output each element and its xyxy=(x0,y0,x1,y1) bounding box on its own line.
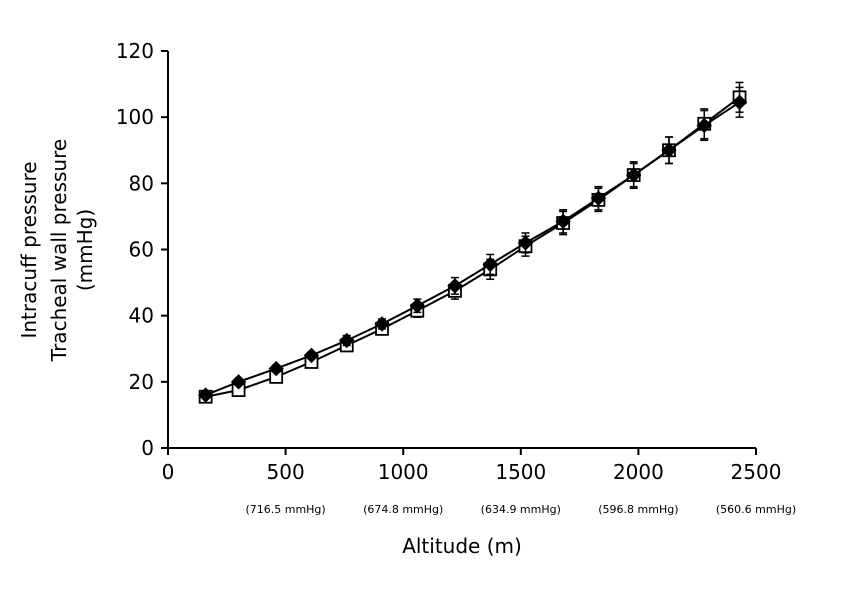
x-tick-label: 2500 xyxy=(731,460,782,484)
x-tick-label: 0 xyxy=(162,460,175,484)
series-open-square xyxy=(198,81,747,404)
data-point-diamond xyxy=(696,117,712,134)
x-axis-ticks: 0 500 1000 1500 2000 2500 xyxy=(162,448,782,484)
data-point-diamond xyxy=(409,298,426,314)
data-point-diamond xyxy=(303,347,320,364)
data-point-diamond xyxy=(590,190,607,206)
x-tick-label: 2000 xyxy=(613,460,664,484)
axes xyxy=(167,51,756,449)
series-line xyxy=(205,101,741,396)
data-point-diamond xyxy=(517,235,534,251)
y-axis-title-line-2: Tracheal wall pressure xyxy=(47,139,71,362)
x-tick-label: 1500 xyxy=(495,460,546,484)
data-point-diamond xyxy=(230,374,247,390)
x-pressure-label: (596.8 mmHg) xyxy=(598,503,678,516)
x-pressure-label: (560.6 mmHg) xyxy=(716,503,796,516)
x-pressure-label: (716.5 mmHg) xyxy=(245,503,325,516)
data-point-diamond xyxy=(731,94,748,110)
data-point-diamond xyxy=(374,316,390,332)
x-axis-title: Altitude (m) xyxy=(402,534,522,558)
data-point-diamond xyxy=(661,142,677,158)
x-tick-label: 500 xyxy=(267,460,305,484)
y-axis-title-line-3: (mmHg) xyxy=(73,209,97,291)
y-tick-label: 60 xyxy=(129,238,154,262)
data-point-diamond xyxy=(555,213,571,230)
data-point-diamond xyxy=(339,332,355,349)
data-point-diamond xyxy=(268,360,284,377)
series-line xyxy=(205,96,741,398)
y-tick-label: 40 xyxy=(129,304,154,328)
x-tick-label: 1000 xyxy=(378,460,429,484)
y-tick-label: 80 xyxy=(129,171,154,195)
series-filled-diamond xyxy=(197,86,748,403)
y-tick-label: 100 xyxy=(116,105,154,129)
x-pressure-label: (674.8 mmHg) xyxy=(363,503,443,516)
x-pressure-label: (634.9 mmHg) xyxy=(481,503,561,516)
data-point-diamond xyxy=(197,387,214,403)
x-axis-pressure-labels: (716.5 mmHg) (674.8 mmHg) (634.9 mmHg) (596… xyxy=(245,503,796,516)
data-point-diamond xyxy=(447,278,463,294)
data-point-diamond xyxy=(625,167,642,183)
y-tick-label: 20 xyxy=(129,370,154,394)
data-series xyxy=(197,81,748,404)
y-axis-ticks: 0 20 40 60 80 100 120 xyxy=(116,39,168,460)
y-axis-title-line-1: Intracuff pressure xyxy=(17,161,41,338)
data-point-diamond xyxy=(482,256,498,273)
y-tick-label: 120 xyxy=(116,39,154,63)
y-tick-label: 0 xyxy=(141,436,154,460)
y-axis-title: Intracuff pressure Tracheal wall pressur… xyxy=(17,139,97,362)
